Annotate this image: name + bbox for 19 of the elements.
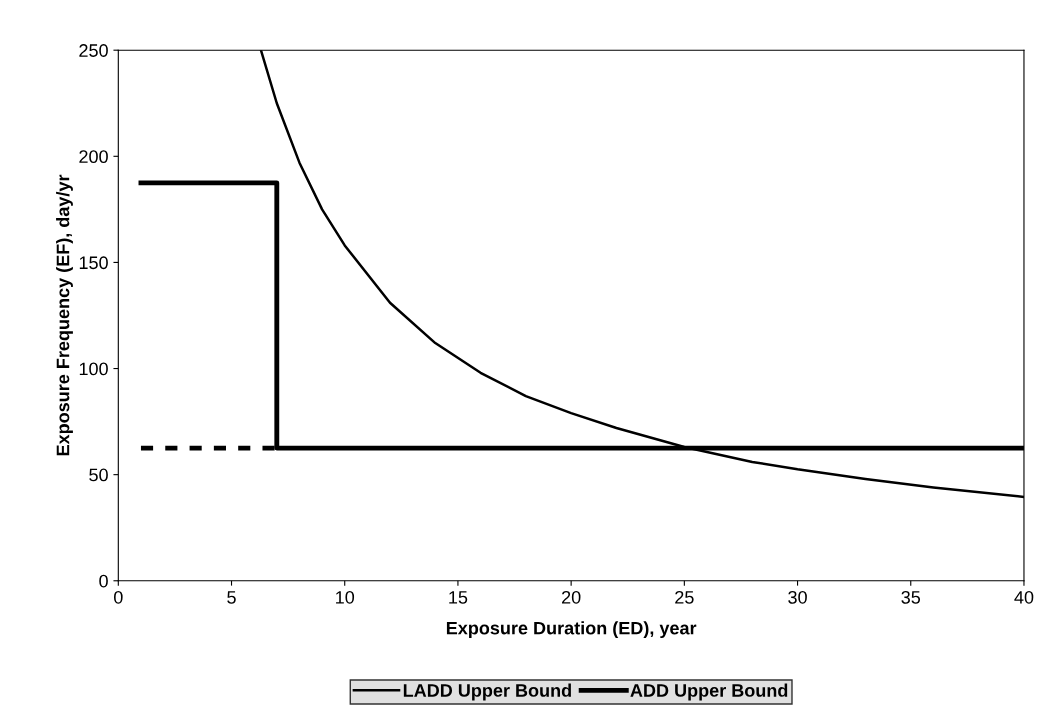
x-axis-title: Exposure Duration (ED), year (446, 621, 697, 639)
y-tick-label: 100 (79, 362, 108, 376)
y-tick-label: 200 (79, 150, 108, 164)
x-tick-label: 25 (675, 590, 694, 604)
y-tick-label: 50 (89, 468, 108, 482)
x-tick-label: 0 (114, 590, 123, 604)
legend-label: ADD Upper Bound (630, 683, 788, 701)
y-tick-label: 0 (99, 574, 108, 588)
x-tick-label: 5 (227, 591, 236, 604)
x-tick-label: 15 (449, 591, 468, 604)
legend-label: LADD Upper Bound (403, 683, 571, 701)
x-tick-label: 35 (901, 590, 921, 604)
x-tick-label: 30 (788, 590, 807, 604)
y-tick-label: 250 (79, 44, 108, 57)
x-tick-label: 10 (336, 590, 355, 604)
x-tick-label: 20 (562, 590, 581, 604)
x-tick-label: 40 (1014, 590, 1034, 604)
y-tick-label: 150 (79, 256, 108, 270)
y-axis-title: Exposure Frequency (EF), day/yr (56, 174, 73, 456)
